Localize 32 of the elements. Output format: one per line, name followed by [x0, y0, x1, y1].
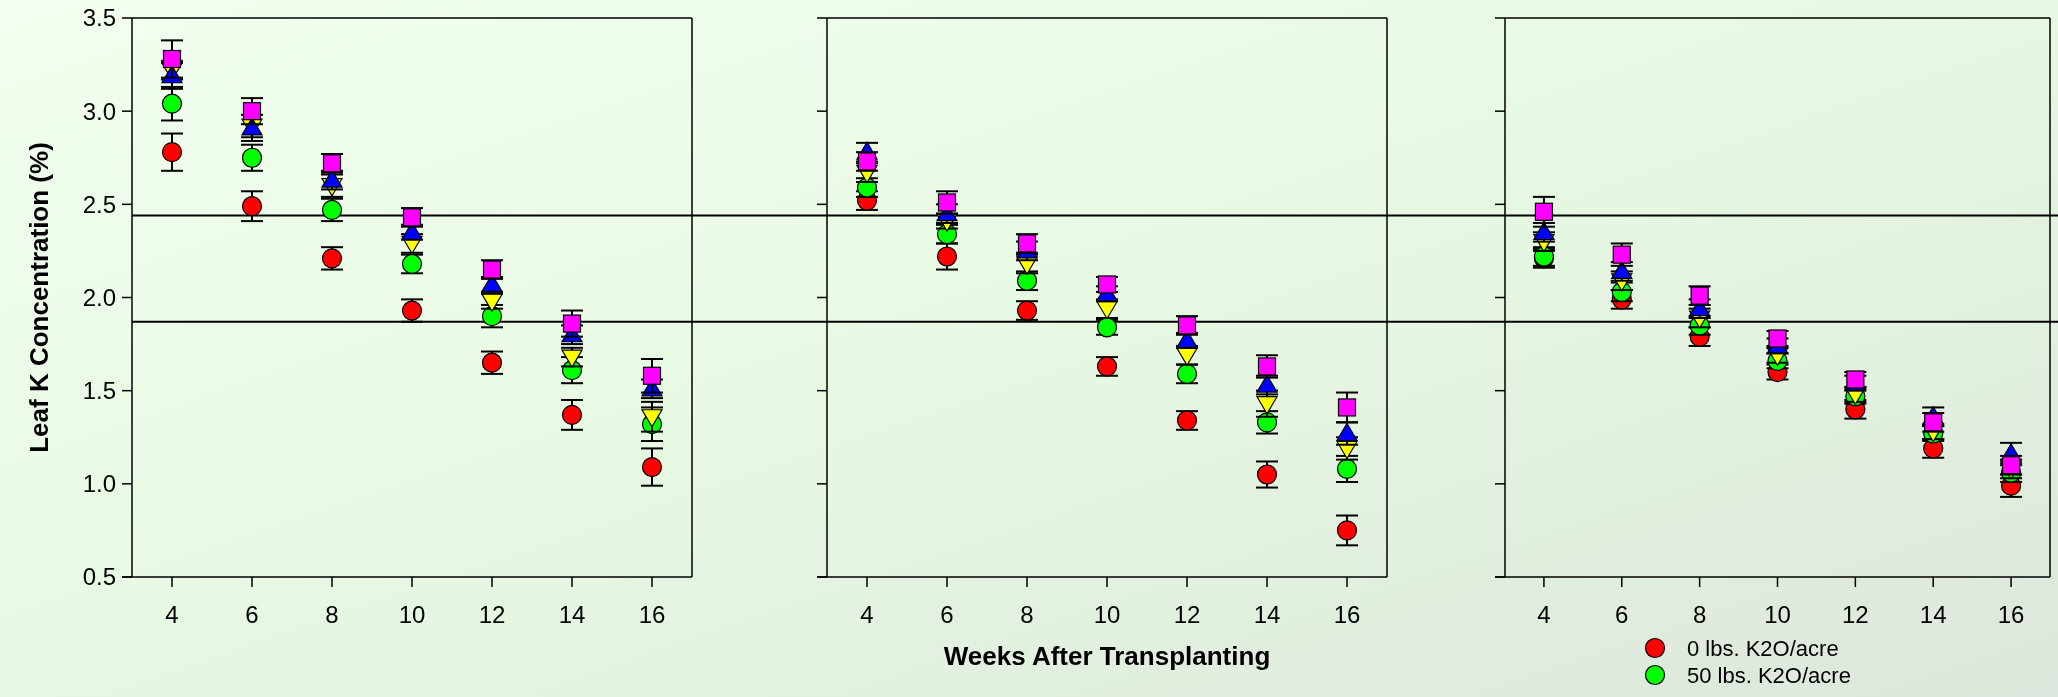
x-tick-label: 14	[1253, 601, 1281, 628]
x-tick-label: 8	[1020, 601, 1034, 628]
legend-label: 0 lbs. K2O/acre	[1687, 635, 1839, 661]
x-tick-label: 4	[1537, 601, 1551, 628]
x-tick-label: 12	[478, 601, 506, 628]
y-tick-label: 2.0	[82, 283, 116, 311]
x-tick-label: 10	[398, 601, 426, 628]
x-tick-label: 6	[1615, 601, 1629, 628]
x-tick-label: 6	[245, 601, 259, 628]
y-tick-label: 1.0	[82, 470, 116, 498]
x-tick-label: 10	[1093, 601, 1121, 628]
x-tick-label: 4	[165, 601, 179, 628]
x-tick-label: 12	[1173, 601, 1201, 628]
x-tick-label: 14	[558, 601, 586, 628]
y-tick-label: 0.5	[82, 563, 116, 591]
x-tick-label: 16	[1997, 601, 2025, 628]
x-tick-label: 8	[1692, 601, 1707, 628]
y-tick-label: 3.0	[82, 97, 116, 125]
x-tick-label: 6	[940, 601, 954, 628]
y-axis-title: Leaf K Concentration (%)	[24, 142, 54, 453]
y-tick-label: 1.5	[82, 377, 116, 405]
legend-label: 50 lbs. K2O/acre	[1687, 662, 1851, 688]
x-tick-label: 10	[1764, 601, 1791, 628]
x-axis-title: Weeks After Transplanting	[943, 641, 1271, 671]
y-tick-label: 2.5	[82, 190, 116, 218]
x-tick-label: 12	[1842, 601, 1869, 628]
x-tick-label: 16	[1333, 601, 1361, 628]
y-tick-label: 3.5	[82, 4, 116, 32]
x-tick-label: 16	[638, 601, 666, 628]
x-tick-label: 8	[325, 601, 339, 628]
x-tick-label: 14	[1919, 601, 1947, 628]
x-tick-label: 4	[860, 601, 874, 628]
